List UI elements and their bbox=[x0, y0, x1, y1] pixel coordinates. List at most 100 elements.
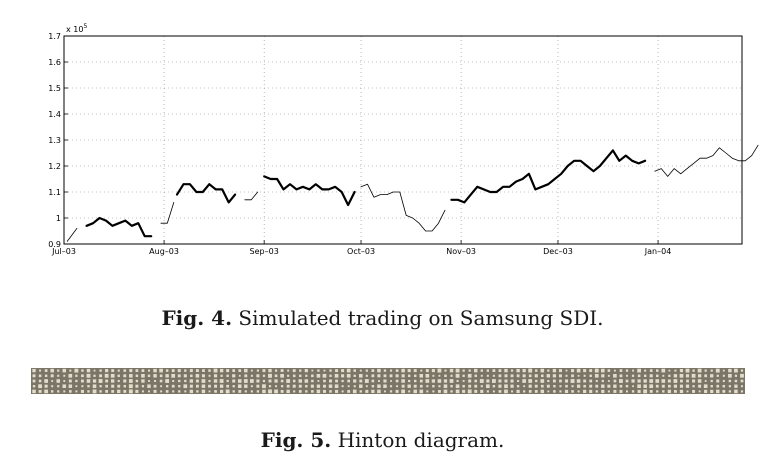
hinton-cell bbox=[250, 390, 253, 393]
hinton-cell bbox=[462, 374, 465, 377]
hinton-cell bbox=[256, 390, 260, 393]
hinton-cell bbox=[716, 379, 720, 383]
hinton-cell bbox=[613, 389, 617, 393]
hinton-cell bbox=[619, 384, 623, 388]
hinton-cell bbox=[123, 389, 127, 393]
hinton-cell bbox=[396, 385, 399, 388]
hinton-cell bbox=[661, 384, 665, 388]
hinton-cell bbox=[540, 379, 545, 383]
hinton-cell bbox=[195, 369, 199, 373]
hinton-cell bbox=[75, 390, 78, 393]
hinton-cell bbox=[662, 374, 665, 377]
hinton-cell bbox=[184, 379, 187, 383]
y-tick-label: 1 bbox=[56, 214, 61, 223]
hinton-cell bbox=[39, 369, 42, 372]
hinton-cell bbox=[462, 384, 465, 388]
hinton-cell bbox=[57, 390, 60, 393]
hinton-cell bbox=[335, 379, 338, 383]
series-line-position-held bbox=[175, 183, 237, 204]
hinton-cell bbox=[335, 369, 339, 373]
hinton-cell bbox=[105, 390, 109, 393]
hinton-cell bbox=[607, 390, 610, 393]
hinton-cell bbox=[389, 369, 393, 372]
hinton-cell bbox=[468, 379, 472, 383]
hinton-cell bbox=[571, 390, 574, 393]
x-tick-label: Sep–03 bbox=[250, 247, 279, 256]
hinton-cell bbox=[540, 384, 544, 388]
hinton-cell bbox=[595, 379, 598, 383]
hinton-cell bbox=[352, 389, 357, 394]
hinton-cell bbox=[492, 369, 496, 372]
hinton-cell bbox=[437, 379, 442, 383]
hinton-cell bbox=[365, 389, 369, 393]
x-tick-label: Dec–03 bbox=[543, 247, 573, 256]
hinton-cell bbox=[105, 384, 108, 388]
hinton-cell bbox=[734, 374, 738, 377]
hinton-cell bbox=[274, 379, 278, 383]
hinton-cell bbox=[522, 379, 526, 383]
hinton-cell bbox=[565, 374, 568, 377]
hinton-cell bbox=[559, 385, 562, 388]
hinton-cell bbox=[649, 374, 653, 378]
hinton-cell bbox=[117, 384, 121, 388]
hinton-cell bbox=[697, 368, 702, 373]
hinton-cell bbox=[371, 369, 375, 372]
hinton-cell bbox=[668, 384, 671, 388]
hinton-cell bbox=[44, 369, 48, 372]
hinton-cell bbox=[111, 384, 115, 388]
hinton-cell bbox=[117, 369, 120, 372]
hinton-cell bbox=[148, 380, 150, 382]
hinton-cell bbox=[305, 390, 308, 393]
hinton-cell bbox=[195, 379, 199, 383]
hinton-cell bbox=[480, 385, 483, 388]
hinton-cell bbox=[359, 390, 362, 393]
hinton-cell bbox=[413, 369, 417, 373]
hinton-cell bbox=[390, 380, 392, 382]
hinton-cell bbox=[135, 374, 139, 378]
hinton-cell bbox=[86, 373, 91, 378]
hinton-cell bbox=[492, 384, 496, 388]
hinton-cell bbox=[649, 389, 653, 393]
hinton-cell bbox=[576, 384, 581, 388]
hinton-cell bbox=[68, 384, 73, 388]
hinton-cell bbox=[413, 374, 417, 378]
hinton-cell bbox=[510, 384, 514, 388]
hinton-cell bbox=[589, 379, 593, 383]
hinton-cell bbox=[38, 384, 42, 389]
hinton-cell bbox=[637, 389, 641, 393]
hinton-cell bbox=[504, 379, 508, 383]
hinton-cell bbox=[56, 379, 60, 383]
hinton-cell bbox=[389, 385, 393, 388]
hinton-cell bbox=[408, 379, 411, 383]
y-tick-label: 1.3 bbox=[48, 136, 61, 145]
series-line-no-position bbox=[66, 227, 78, 242]
hinton-cell bbox=[728, 373, 732, 378]
hinton-cell bbox=[443, 389, 448, 394]
hinton-cell bbox=[673, 379, 678, 383]
hinton-cell bbox=[201, 384, 206, 388]
figure-4-caption: Fig. 4. Simulated trading on Samsung SDI… bbox=[0, 306, 765, 330]
hinton-cell bbox=[123, 374, 127, 378]
figure-4-caption-label: Fig. 4. bbox=[161, 306, 233, 330]
hinton-cell bbox=[160, 385, 163, 388]
hinton-cell bbox=[486, 374, 489, 377]
hinton-cell bbox=[656, 390, 659, 393]
hinton-cell bbox=[141, 390, 144, 393]
hinton-cell bbox=[583, 379, 587, 383]
hinton-cell bbox=[135, 384, 139, 388]
hinton-cell bbox=[171, 369, 175, 373]
x-axis-ticks: Jul–03 Aug–03 Sep–03 Oct–03 Nov–03 Dec–03 Jan–… bbox=[51, 240, 671, 256]
hinton-cell bbox=[692, 385, 695, 388]
hinton-cell bbox=[455, 389, 460, 394]
hinton-cell bbox=[449, 368, 454, 373]
hinton-cell bbox=[219, 379, 224, 383]
hinton-cell bbox=[335, 389, 339, 393]
hinton-cell bbox=[553, 390, 556, 393]
hinton-diagram bbox=[31, 368, 745, 394]
hinton-cell bbox=[564, 389, 569, 394]
hinton-cell bbox=[226, 379, 229, 383]
hinton-cell bbox=[256, 369, 259, 372]
hinton-cell bbox=[395, 369, 399, 372]
hinton-cell bbox=[444, 369, 447, 372]
hinton-cell bbox=[365, 369, 368, 372]
